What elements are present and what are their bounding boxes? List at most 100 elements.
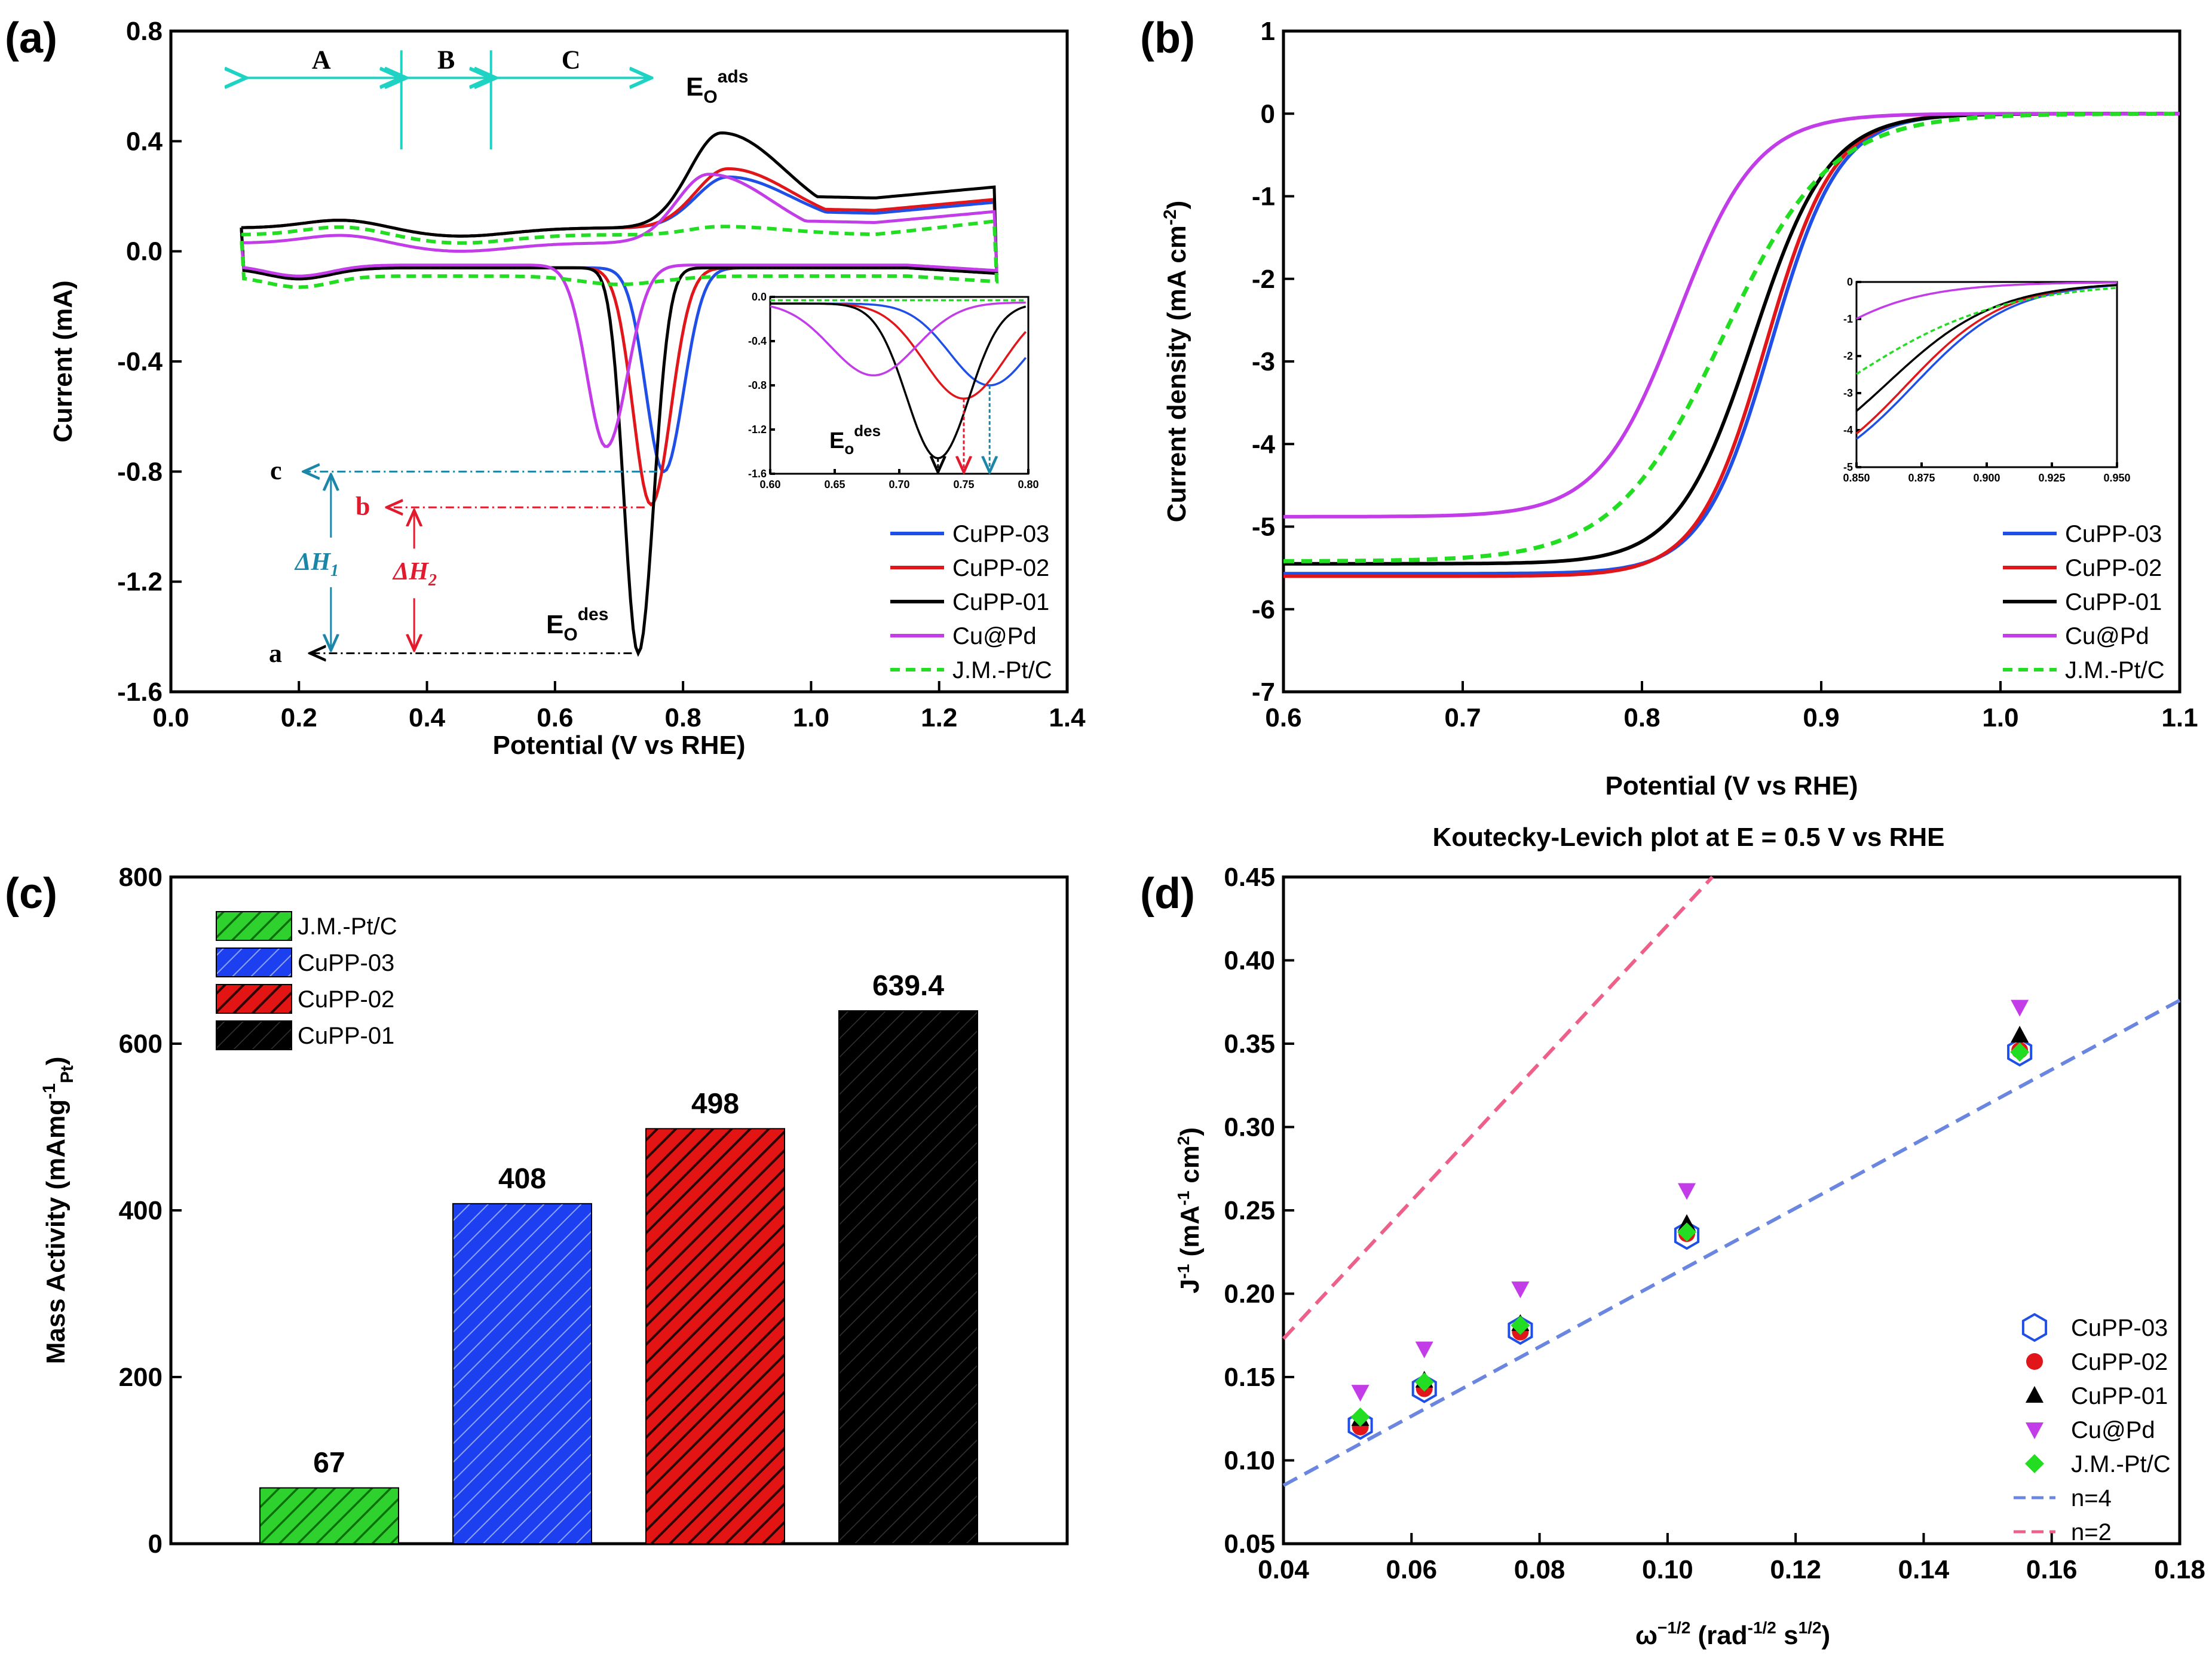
- legend-label-cu-pd: Cu@Pd: [952, 623, 1037, 649]
- panel-b-y-tick-label: -5: [1252, 513, 1275, 542]
- panel-b-y-tick-label: -7: [1252, 677, 1275, 707]
- panel-d-points: [1347, 999, 2033, 1440]
- cv-curve-cu-pd: [240, 173, 998, 448]
- panel-a-x-tick-label: 0.6: [537, 703, 573, 732]
- dh2-label: ΔH2: [392, 558, 437, 590]
- legend-label-cu-pd: Cu@Pd: [2071, 1417, 2155, 1443]
- point-cupp-03: [2007, 1037, 2033, 1067]
- legend-label-cupp-03: CuPP-03: [2071, 1315, 2168, 1341]
- inset-b-y-tick-label: -5: [1843, 461, 1853, 473]
- point-cupp-03: [1674, 1221, 1700, 1250]
- legend-label-n-2: n=2: [2071, 1519, 2112, 1546]
- panel-d-y-tick-label: 0.25: [1224, 1196, 1275, 1225]
- panel-c-label: (c): [5, 870, 57, 918]
- panel-b-inset: 0.850 0.875 0.900 0.925 0.950 -5 -4 -3 -2 -1 0: [1843, 276, 2130, 484]
- legend-label-cu-pd: Cu@Pd: [2065, 623, 2149, 649]
- point-j-m-pt-c: [1677, 1222, 1696, 1242]
- point-cupp-03: [1508, 1316, 1533, 1345]
- level-a-label: a: [269, 639, 282, 668]
- inset-b-y-tick-label: -2: [1843, 350, 1853, 362]
- inset-a-y-tick-label: -0.4: [748, 335, 767, 347]
- e-ads-label: EOads: [686, 67, 748, 107]
- panel-d-x-tick-label: 0.16: [2026, 1555, 2078, 1584]
- panel-d-y-tick-label: 0.40: [1224, 946, 1275, 976]
- inset-a-curve-cu-pd: [770, 301, 1026, 377]
- panel-d-frame: [1282, 875, 2182, 1546]
- point-j-m-pt-c: [1350, 1407, 1370, 1427]
- bar-value-label: 498: [691, 1088, 739, 1120]
- bar-value-label: 67: [313, 1448, 345, 1479]
- legend-label-j-m-pt-c: J.M.-Pt/C: [952, 657, 1052, 683]
- panel-b-xlabel: Potential (V vs RHE): [1606, 771, 1858, 801]
- panel-b-y-tick-label: -1: [1252, 182, 1275, 211]
- panel-a-y-tick-label: 0.4: [126, 127, 163, 156]
- level-b-label: b: [356, 492, 370, 521]
- inset-b-y-tick-label: -1: [1843, 313, 1853, 325]
- legend-label-cupp-01: CuPP-01: [298, 1023, 394, 1049]
- cv-curve-j-m-pt-c: [239, 219, 999, 289]
- panel-a-y-tick-label: 0.8: [126, 17, 163, 46]
- panel-b-lsv-chart: (b) -7-6-5-4-3-2-101 0.6 0.7 0.8 0.9 1.0 1.1 …: [1140, 14, 2198, 801]
- panel-b-x-tick-label: 0.6: [1265, 703, 1301, 732]
- panel-a-y-tick-label: 0.0: [126, 237, 163, 266]
- panel-d-xlabel: ω−1/2 (rad-1/2 s1/2): [1635, 1618, 1830, 1650]
- inset-a-x-tick-label: 0.60: [759, 479, 780, 490]
- panel-a-curves: [239, 131, 999, 657]
- legend-marker-j-m-pt-c: [2025, 1454, 2044, 1473]
- legend-label-cupp-03: CuPP-03: [952, 521, 1049, 547]
- panel-c-ylabel: Mass Activity (mAmg-1Pt): [39, 1057, 77, 1364]
- panel-a-x-tick-label: 1.4: [1049, 703, 1086, 732]
- panel-a-label: (a): [5, 14, 57, 62]
- legend-label-cupp-02: CuPP-02: [298, 986, 394, 1013]
- panel-d-y-tick-label: 0.45: [1224, 863, 1275, 892]
- panel-a-annotations: EOads EOdes a b c ΔH1 ΔH2: [269, 67, 748, 668]
- panel-d-x-tick-label: 0.14: [1898, 1555, 1950, 1584]
- panel-b-y-tick-label: -6: [1252, 595, 1275, 624]
- inset-a-y-tick-label: -1.6: [748, 468, 767, 480]
- panel-b-ylabel: Current density (mA cm-2): [1160, 201, 1191, 522]
- panel-c-legend: J.M.-Pt/C CuPP-03 CuPP-02 CuPP-01: [216, 911, 397, 1050]
- panel-d-y-tick-label: 0.30: [1224, 1113, 1275, 1142]
- panel-b-x-tick-label: 1.1: [2161, 703, 2198, 732]
- legend-swatch-cupp-02: [216, 984, 292, 1014]
- inset-b-y-tick-label: -3: [1843, 387, 1853, 399]
- panel-c-y-tick-label: 600: [119, 1029, 163, 1059]
- panel-d-legend: CuPP-03 CuPP-02 CuPP-01 Cu@Pd J.M.-Pt/C n=4 n=…: [2014, 1313, 2171, 1546]
- panel-b-legend: CuPP-03 CuPP-02 CuPP-01 Cu@Pd J.M.-Pt/C: [2003, 521, 2165, 683]
- legend-marker-cupp-03: [2021, 1313, 2048, 1342]
- legend-label-cupp-03: CuPP-03: [298, 950, 394, 976]
- panel-b-curves: [1283, 111, 2180, 578]
- panel-d-y-tick-label: 0.05: [1224, 1529, 1275, 1559]
- inset-b-y-tick-label: -4: [1843, 424, 1853, 436]
- point-cupp-01: [2011, 1026, 2029, 1043]
- point-cupp-03: [1347, 1410, 1373, 1440]
- inset-b-x-tick-label: 0.950: [2103, 472, 2130, 484]
- legend-label-j-m-pt-c: J.M.-Pt/C: [2071, 1451, 2171, 1477]
- legend-label-cupp-01: CuPP-01: [2065, 589, 2162, 615]
- point-cu-pd: [1415, 1341, 1433, 1359]
- panel-d-x-tick-label: 0.06: [1386, 1555, 1437, 1584]
- panel-d-x-tick-label: 0.04: [1258, 1555, 1309, 1584]
- panel-c-y-tick-label: 0: [148, 1529, 163, 1559]
- point-cupp-03: [1411, 1374, 1437, 1403]
- inset-a-y-tick-label: 0.0: [752, 291, 767, 303]
- region-label: A: [312, 45, 331, 74]
- inset-e-des-label: Eodes: [829, 422, 881, 458]
- panel-b-y-tick-label: -4: [1252, 430, 1276, 459]
- panel-c-y-tick-label: 800: [119, 863, 163, 892]
- panel-b-x-ticks: 0.6 0.7 0.8 0.9 1.0 1.1: [1265, 681, 2198, 732]
- inset-b-x-tick-label: 0.850: [1843, 472, 1870, 484]
- bar-cupp-02: [645, 1128, 785, 1545]
- inset-b-curve-cu-pd: [1856, 281, 2118, 320]
- panel-b-x-tick-label: 1.0: [1982, 703, 2018, 732]
- panel-c-y-tick-label: 200: [119, 1363, 163, 1392]
- kl-line-n4: [1282, 998, 2181, 1487]
- panel-d-ylabel: J-1 (mA-1 cm2): [1174, 1127, 1205, 1293]
- panel-a-x-tick-label: 1.2: [921, 703, 957, 732]
- panel-d-reference-lines: [1282, 875, 2181, 1487]
- panel-a-x-tick-label: 1.0: [793, 703, 829, 732]
- panel-b-y-tick-label: -2: [1252, 265, 1275, 294]
- panel-a-x-ticks: 0.0 0.2 0.4 0.6 0.8 1.0 1.2 1.4: [152, 681, 1086, 732]
- region-label: C: [562, 45, 581, 74]
